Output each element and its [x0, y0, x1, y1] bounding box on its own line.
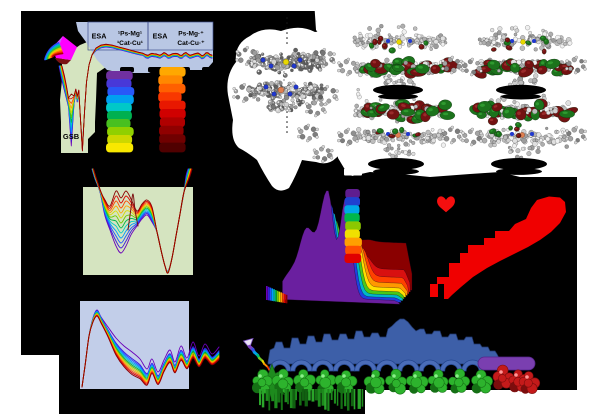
- svg-text:ESA: ESA: [153, 32, 168, 41]
- svg-text:Cat-Cu·⁺: Cat-Cu·⁺: [177, 40, 205, 47]
- svg-text:ESA: ESA: [92, 32, 107, 41]
- svg-text:GSB: GSB: [63, 132, 80, 141]
- svg-text:¹Ps-Mg¹: ¹Ps-Mg¹: [118, 31, 142, 38]
- svg-text:Ps-Mg·⁺: Ps-Mg·⁺: [178, 31, 204, 38]
- svg-text:¹Cat-Cu¹: ¹Cat-Cu¹: [117, 40, 143, 47]
